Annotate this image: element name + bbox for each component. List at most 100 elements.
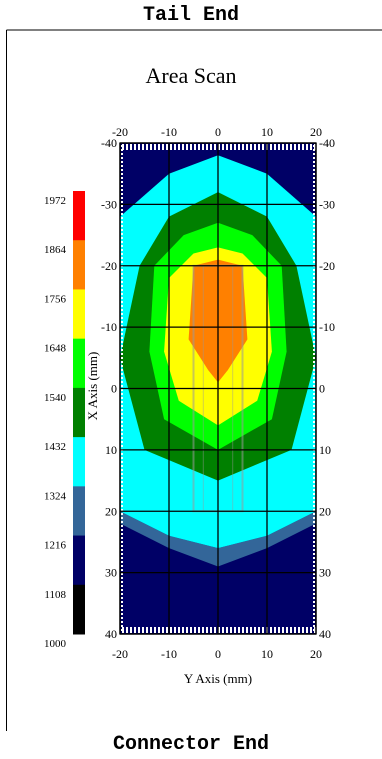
edge-tick-right [313, 417, 315, 419]
edge-tick-left [121, 309, 123, 311]
colorbar-swatch [73, 486, 85, 537]
edge-tick-top [202, 144, 204, 150]
edge-tick-left [121, 469, 123, 471]
edge-tick-bottom [214, 627, 216, 633]
edge-tick-right [313, 241, 315, 243]
edge-tick-right [313, 437, 315, 439]
edge-tick-top [134, 144, 136, 150]
edge-tick-right [313, 185, 315, 187]
y-tick-label-right: -10 [319, 320, 335, 334]
edge-tick-left [121, 233, 123, 235]
edge-tick-right [313, 169, 315, 171]
edge-tick-top [310, 144, 312, 150]
edge-tick-right [313, 345, 315, 347]
edge-tick-left [121, 489, 123, 491]
edge-tick-top [166, 144, 168, 150]
edge-tick-right [313, 381, 315, 383]
edge-tick-left [121, 509, 123, 511]
edge-tick-top [302, 144, 304, 150]
y-tick-label-right: -40 [319, 136, 335, 150]
edge-tick-left [121, 361, 123, 363]
edge-tick-right [313, 629, 315, 631]
edge-tick-left [121, 301, 123, 303]
edge-tick-bottom [162, 627, 164, 633]
edge-tick-right [313, 261, 315, 263]
colorbar-swatch [73, 338, 85, 389]
edge-tick-left [121, 305, 123, 307]
edge-tick-left [121, 409, 123, 411]
edge-tick-right [313, 305, 315, 307]
edge-tick-bottom [238, 627, 240, 633]
edge-tick-bottom [158, 627, 160, 633]
edge-tick-left [121, 293, 123, 295]
edge-tick-right [313, 193, 315, 195]
colorbar-tick-label: 1000 [44, 638, 67, 650]
edge-tick-top [274, 144, 276, 150]
edge-tick-right [313, 205, 315, 207]
edge-tick-bottom [282, 627, 284, 633]
edge-tick-bottom [274, 627, 276, 633]
edge-tick-right [313, 393, 315, 395]
edge-tick-right [313, 245, 315, 247]
edge-tick-right [313, 233, 315, 235]
edge-tick-right [313, 573, 315, 575]
edge-tick-left [121, 321, 123, 323]
edge-tick-bottom [270, 627, 272, 633]
edge-tick-right [313, 585, 315, 587]
edge-tick-top [138, 144, 140, 150]
edge-tick-right [313, 581, 315, 583]
edge-tick-left [121, 585, 123, 587]
edge-tick-right [313, 481, 315, 483]
edge-tick-right [313, 505, 315, 507]
edge-tick-left [121, 589, 123, 591]
edge-tick-left [121, 445, 123, 447]
edge-tick-right [313, 313, 315, 315]
edge-tick-right [313, 237, 315, 239]
edge-tick-right [313, 257, 315, 259]
colorbar-tick-label: 1540 [44, 392, 67, 404]
edge-tick-left [121, 237, 123, 239]
edge-tick-right [313, 501, 315, 503]
edge-tick-right [313, 469, 315, 471]
edge-tick-top [158, 144, 160, 150]
edge-tick-right [313, 577, 315, 579]
edge-tick-left [121, 501, 123, 503]
edge-tick-right [313, 445, 315, 447]
edge-tick-top [282, 144, 284, 150]
y-tick-label-left: -30 [101, 197, 117, 211]
edge-tick-right [313, 189, 315, 191]
edge-tick-right [313, 413, 315, 415]
edge-tick-left [121, 537, 123, 539]
edge-tick-bottom [170, 627, 172, 633]
tail-end-label: Tail End [142, 4, 239, 27]
colorbar-swatch [73, 437, 85, 487]
edge-tick-left [121, 153, 123, 155]
connector-end-label: Connector End [112, 733, 270, 756]
edge-tick-right [313, 593, 315, 595]
edge-tick-right [313, 425, 315, 427]
edge-tick-right [313, 281, 315, 283]
edge-tick-right [313, 601, 315, 603]
edge-tick-right [313, 273, 315, 275]
y-tick-label-left: 0 [111, 382, 117, 396]
edge-tick-top [246, 144, 248, 150]
edge-tick-left [121, 401, 123, 403]
edge-tick-bottom [126, 627, 128, 633]
edge-tick-left [121, 517, 123, 519]
edge-tick-bottom [194, 627, 196, 633]
edge-tick-left [121, 353, 123, 355]
edge-tick-right [313, 369, 315, 371]
edge-tick-right [313, 525, 315, 527]
edge-tick-left [121, 349, 123, 351]
edge-tick-left [121, 277, 123, 279]
y-tick-label-left: 20 [105, 504, 117, 518]
edge-tick-right [313, 397, 315, 399]
edge-tick-right [313, 373, 315, 375]
edge-tick-right [313, 605, 315, 607]
edge-tick-right [313, 221, 315, 223]
edge-tick-left [121, 365, 123, 367]
edge-tick-right [313, 325, 315, 327]
edge-tick-left [121, 493, 123, 495]
edge-tick-left [121, 241, 123, 243]
edge-tick-right [313, 521, 315, 523]
